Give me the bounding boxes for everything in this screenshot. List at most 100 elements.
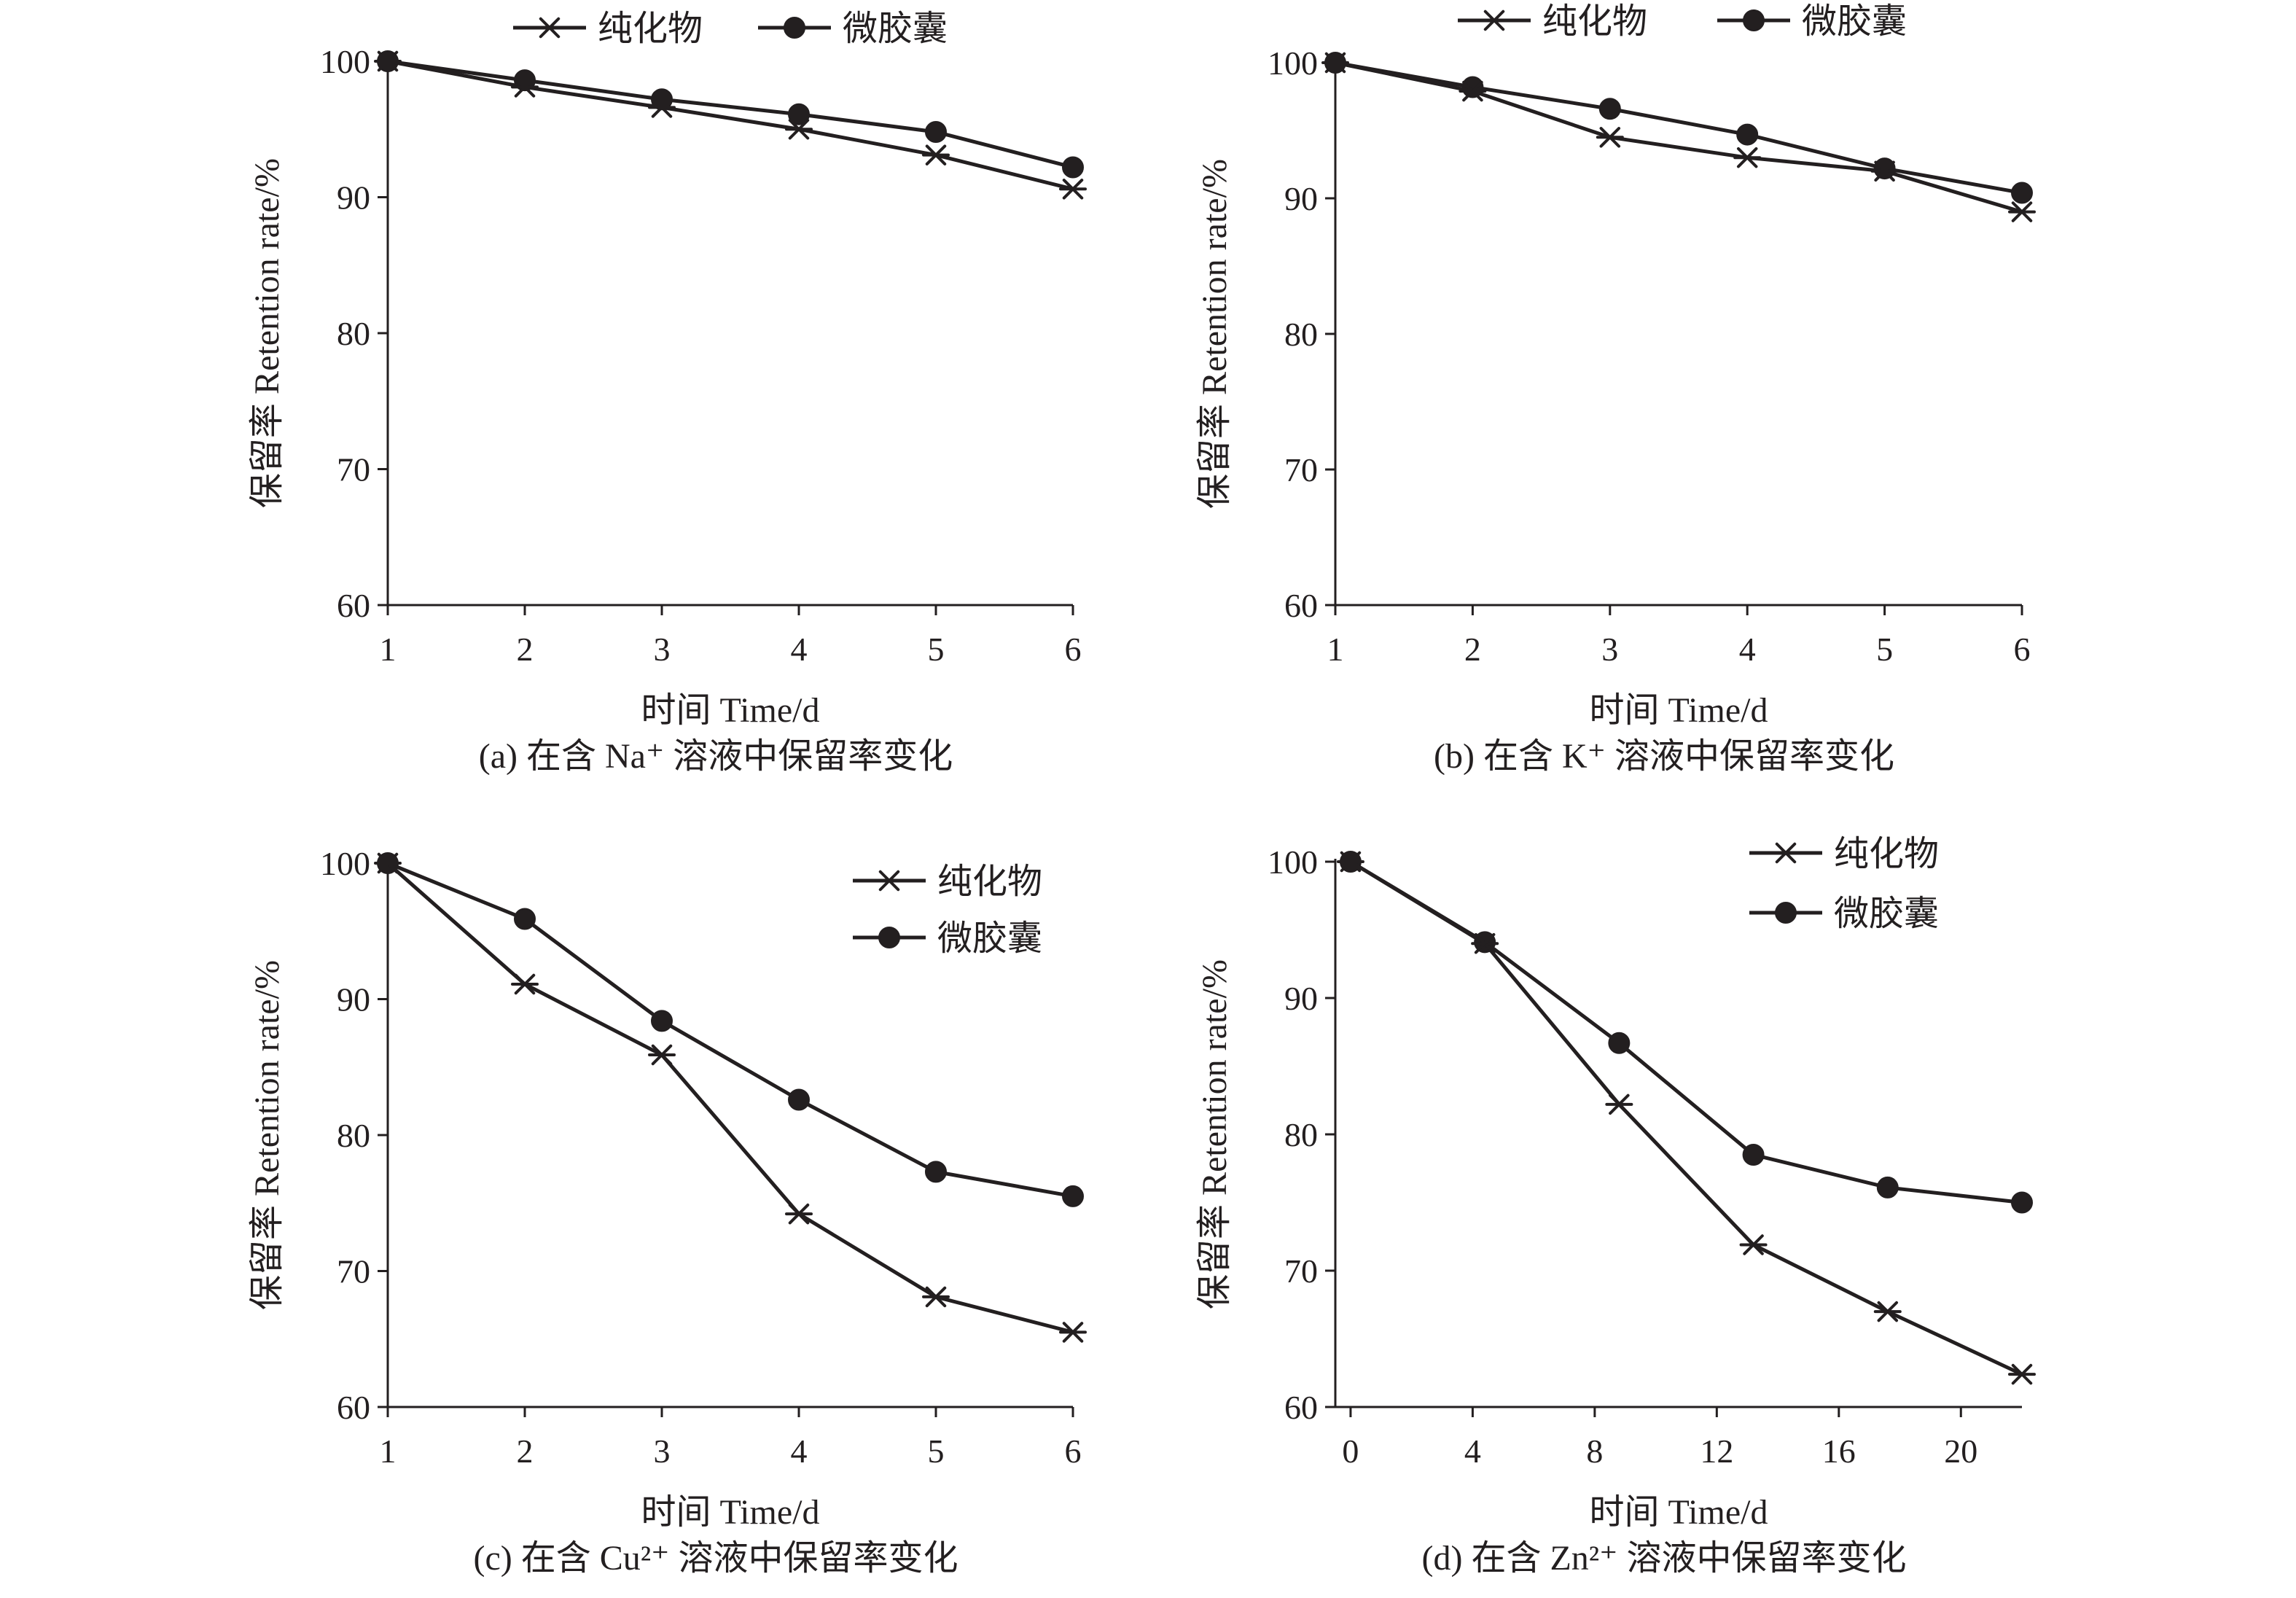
x-tick-label: 6 bbox=[2014, 631, 2031, 668]
legend-marker-circle bbox=[878, 927, 900, 948]
y-tick-label: 60 bbox=[337, 587, 370, 624]
legend-label: 微胶囊 bbox=[1834, 895, 1939, 933]
x-tick-label: 6 bbox=[1065, 631, 1082, 668]
data-point-asterisk bbox=[1321, 52, 1349, 74]
data-point-asterisk bbox=[1459, 80, 1487, 102]
series-line-microcapsule bbox=[387, 59, 1074, 169]
legend-item: 纯化物 bbox=[1458, 2, 1647, 41]
series-line-microcapsule bbox=[1335, 61, 2023, 195]
legend-marker-circle bbox=[1743, 9, 1765, 31]
data-point-circle bbox=[1736, 123, 1759, 146]
x-tick-label: 0 bbox=[1342, 1433, 1359, 1470]
data-point-asterisk bbox=[1596, 127, 1624, 148]
legend-item: 微胶囊 bbox=[1749, 895, 1939, 933]
legend-marker-asterisk bbox=[536, 17, 563, 39]
x-tick-label: 16 bbox=[1822, 1433, 1856, 1470]
y-tick-label: 60 bbox=[1284, 587, 1318, 624]
series-line-purified bbox=[1349, 860, 2023, 1376]
data-point-circle bbox=[1608, 1032, 1631, 1054]
x-tick-label: 3 bbox=[654, 1433, 671, 1470]
data-point-asterisk bbox=[922, 144, 950, 165]
series-line-purified bbox=[1335, 61, 2023, 214]
legend-label: 纯化物 bbox=[1834, 835, 1939, 873]
y-tick-label: 90 bbox=[337, 179, 370, 217]
chart-panel-c: 60 70 80 90 100 1 2 3 4 5 6 时间 Time/d 保留率 Retention … bbox=[248, 845, 1087, 1578]
y-tick-label: 80 bbox=[1284, 316, 1318, 353]
data-point-asterisk bbox=[1733, 147, 1762, 168]
legend-item: 微胶囊 bbox=[853, 919, 1042, 958]
x-tick-label: 6 bbox=[1065, 1433, 1082, 1470]
legend-label: 纯化物 bbox=[937, 862, 1042, 901]
y-tick-label: 100 bbox=[1268, 44, 1318, 82]
data-point-asterisk bbox=[1059, 179, 1087, 200]
legend-item: 纯化物 bbox=[1749, 835, 1939, 873]
data-point-asterisk bbox=[511, 77, 539, 98]
data-point-asterisk bbox=[648, 97, 676, 118]
legend-item: 微胶囊 bbox=[758, 9, 948, 48]
data-point-asterisk bbox=[511, 973, 539, 995]
x-tick-label: 12 bbox=[1700, 1433, 1733, 1470]
y-tick-label: 70 bbox=[337, 451, 370, 488]
y-tick-label: 70 bbox=[1284, 1252, 1318, 1290]
y-tick-label: 90 bbox=[1284, 180, 1318, 217]
chart-panel-b: 60 70 80 90 100 1 2 3 4 5 6 时间 Time/d 保留率 Retention … bbox=[1195, 2, 2036, 776]
y-tick-label: 100 bbox=[320, 43, 370, 80]
x-tick-label: 5 bbox=[1876, 631, 1893, 668]
data-point-circle bbox=[651, 1010, 673, 1032]
y-axis-title: 保留率 Retention rate/% bbox=[248, 158, 286, 508]
data-point-circle bbox=[1598, 98, 1621, 120]
data-point-asterisk bbox=[1471, 932, 1499, 954]
x-axis-title: 时间 Time/d bbox=[641, 1493, 820, 1532]
y-tick-label: 90 bbox=[1284, 980, 1318, 1017]
data-point-asterisk bbox=[1605, 1094, 1633, 1115]
x-tick-label: 4 bbox=[1739, 631, 1756, 668]
chart-panel-d: 60 70 80 90 100 0 4 8 12 16 20 时间 Time/d 保留率 Retenti… bbox=[1195, 835, 2036, 1578]
x-axis-title: 时间 Time/d bbox=[1590, 1493, 1768, 1532]
data-point-circle bbox=[1742, 1144, 1765, 1166]
x-tick-label: 20 bbox=[1944, 1433, 1977, 1470]
data-point-circle bbox=[1062, 1185, 1084, 1207]
data-point-asterisk bbox=[1059, 1322, 1087, 1343]
x-tick-label: 3 bbox=[654, 631, 671, 668]
legend-item: 纯化物 bbox=[853, 862, 1042, 901]
data-point-asterisk bbox=[785, 1203, 813, 1225]
data-point-circle bbox=[1876, 1176, 1899, 1198]
legend-marker-circle bbox=[784, 17, 805, 39]
data-point-asterisk bbox=[374, 852, 402, 874]
x-tick-label: 5 bbox=[928, 1433, 945, 1470]
data-point-asterisk bbox=[648, 1044, 676, 1066]
data-point-asterisk bbox=[2008, 201, 2036, 222]
x-axis-title: 时间 Time/d bbox=[641, 691, 820, 730]
legend-label: 微胶囊 bbox=[843, 9, 948, 48]
legend-label: 微胶囊 bbox=[937, 919, 1042, 958]
series-line-purified bbox=[387, 59, 1074, 191]
data-point-asterisk bbox=[1870, 160, 1899, 182]
x-tick-label: 2 bbox=[517, 631, 534, 668]
y-tick-label: 100 bbox=[320, 845, 370, 882]
y-tick-label: 60 bbox=[337, 1389, 370, 1426]
legend: 纯化物 微胶囊 bbox=[513, 9, 948, 48]
legend-marker-circle bbox=[1775, 902, 1797, 924]
data-point-asterisk bbox=[2008, 1363, 2036, 1385]
data-point-circle bbox=[788, 1088, 810, 1111]
x-tick-label: 2 bbox=[517, 1433, 534, 1470]
x-tick-label: 4 bbox=[791, 1433, 808, 1470]
x-tick-label: 1 bbox=[1327, 631, 1344, 668]
data-point-circle bbox=[925, 1161, 947, 1183]
data-point-asterisk bbox=[1336, 851, 1364, 873]
y-tick-label: 60 bbox=[1284, 1389, 1318, 1426]
y-tick-label: 80 bbox=[337, 315, 370, 352]
data-point-asterisk bbox=[922, 1286, 950, 1308]
data-point-asterisk bbox=[374, 50, 402, 72]
y-axis-title: 保留率 Retention rate/% bbox=[1195, 959, 1234, 1309]
data-point-asterisk bbox=[1739, 1234, 1768, 1255]
y-tick-label: 80 bbox=[337, 1117, 370, 1154]
data-point-circle bbox=[2011, 1191, 2033, 1214]
y-tick-label: 90 bbox=[337, 981, 370, 1018]
legend-marker-asterisk bbox=[1772, 842, 1800, 864]
data-point-circle bbox=[925, 120, 947, 143]
legend-label: 纯化物 bbox=[598, 9, 703, 48]
series-line-purified bbox=[386, 862, 1074, 1334]
data-point-circle bbox=[2011, 182, 2033, 204]
